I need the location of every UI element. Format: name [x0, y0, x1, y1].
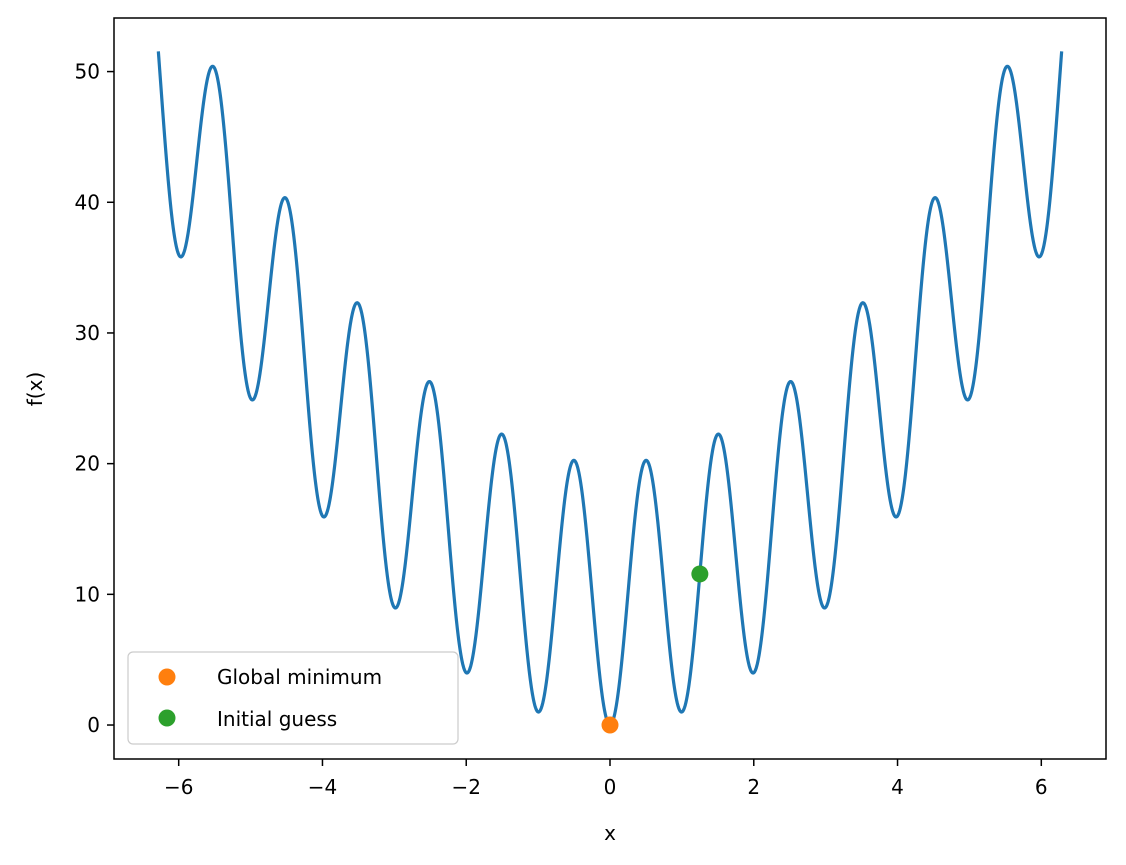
legend-label-initial-guess: Initial guess	[217, 707, 337, 731]
y-axis: 0 10 20 30 40 50	[75, 60, 114, 737]
x-axis: −6 −4 −2 0 2 4 6	[164, 759, 1048, 799]
legend: Global minimum Initial guess	[127, 651, 459, 745]
legend-marker-initial-guess	[158, 709, 176, 727]
point-initial-guess	[691, 565, 709, 583]
x-tick-label: −4	[308, 775, 337, 799]
legend-box	[127, 651, 459, 745]
y-tick-label: 30	[75, 321, 100, 345]
x-tick-label: 0	[604, 775, 617, 799]
y-tick-label: 10	[75, 582, 100, 606]
x-tick-label: 6	[1035, 775, 1048, 799]
legend-marker-global-minimum	[158, 668, 176, 686]
y-tick-label: 50	[75, 60, 100, 84]
x-axis-label: x	[604, 821, 616, 845]
y-tick-label: 20	[75, 452, 100, 476]
x-tick-label: −6	[164, 775, 193, 799]
x-tick-label: −2	[451, 775, 480, 799]
y-axis-label: f(x)	[23, 372, 47, 406]
y-tick-label: 40	[75, 190, 100, 214]
x-tick-label: 4	[891, 775, 904, 799]
plot-layer	[156, 51, 1064, 734]
y-tick-label: 0	[87, 713, 100, 737]
x-tick-label: 2	[747, 775, 760, 799]
legend-label-global-minimum: Global minimum	[217, 665, 382, 689]
point-global-minimum	[601, 716, 619, 734]
